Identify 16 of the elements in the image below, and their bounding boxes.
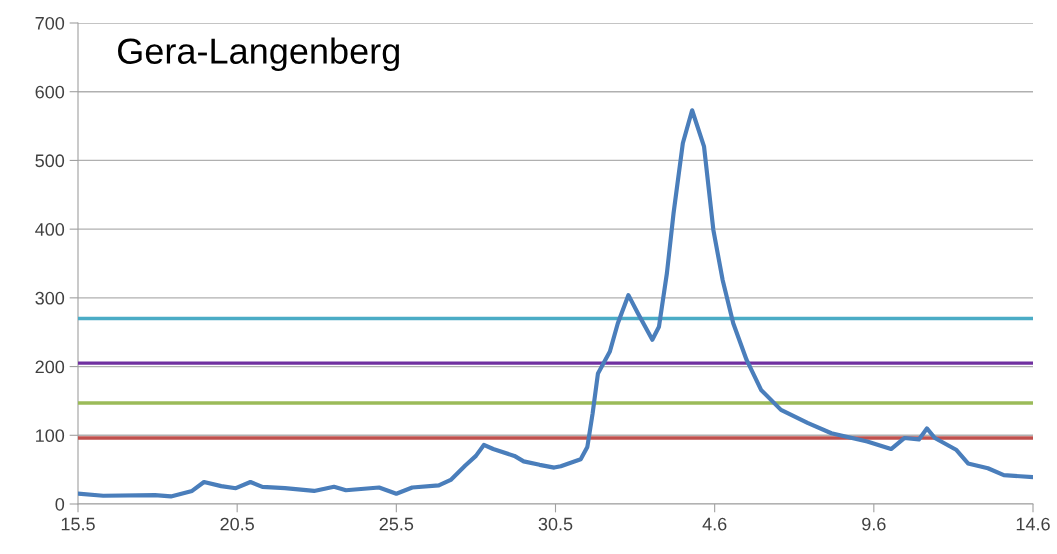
y-tick-label: 300 [35,291,65,305]
y-tick-label: 600 [35,85,65,99]
x-tick-label: 9.6 [862,517,886,531]
y-tick-label: 500 [35,154,65,168]
y-tick-label: 0 [55,497,65,511]
y-tick-label: 700 [35,16,65,30]
x-tick-label: 4.6 [702,517,727,531]
x-tick-label: 20.5 [220,517,254,531]
y-tick-label: 200 [35,360,65,374]
y-tick-label: 400 [35,223,65,236]
x-tick-label: 30.5 [538,517,573,531]
x-tick-label: 14.6 [1016,517,1050,531]
x-tick-label: 25.5 [379,517,414,531]
x-tick-label: 15.5 [61,517,95,531]
y-tick-label: 100 [36,429,65,443]
chart-title: Gera-Langenberg [118,37,399,72]
